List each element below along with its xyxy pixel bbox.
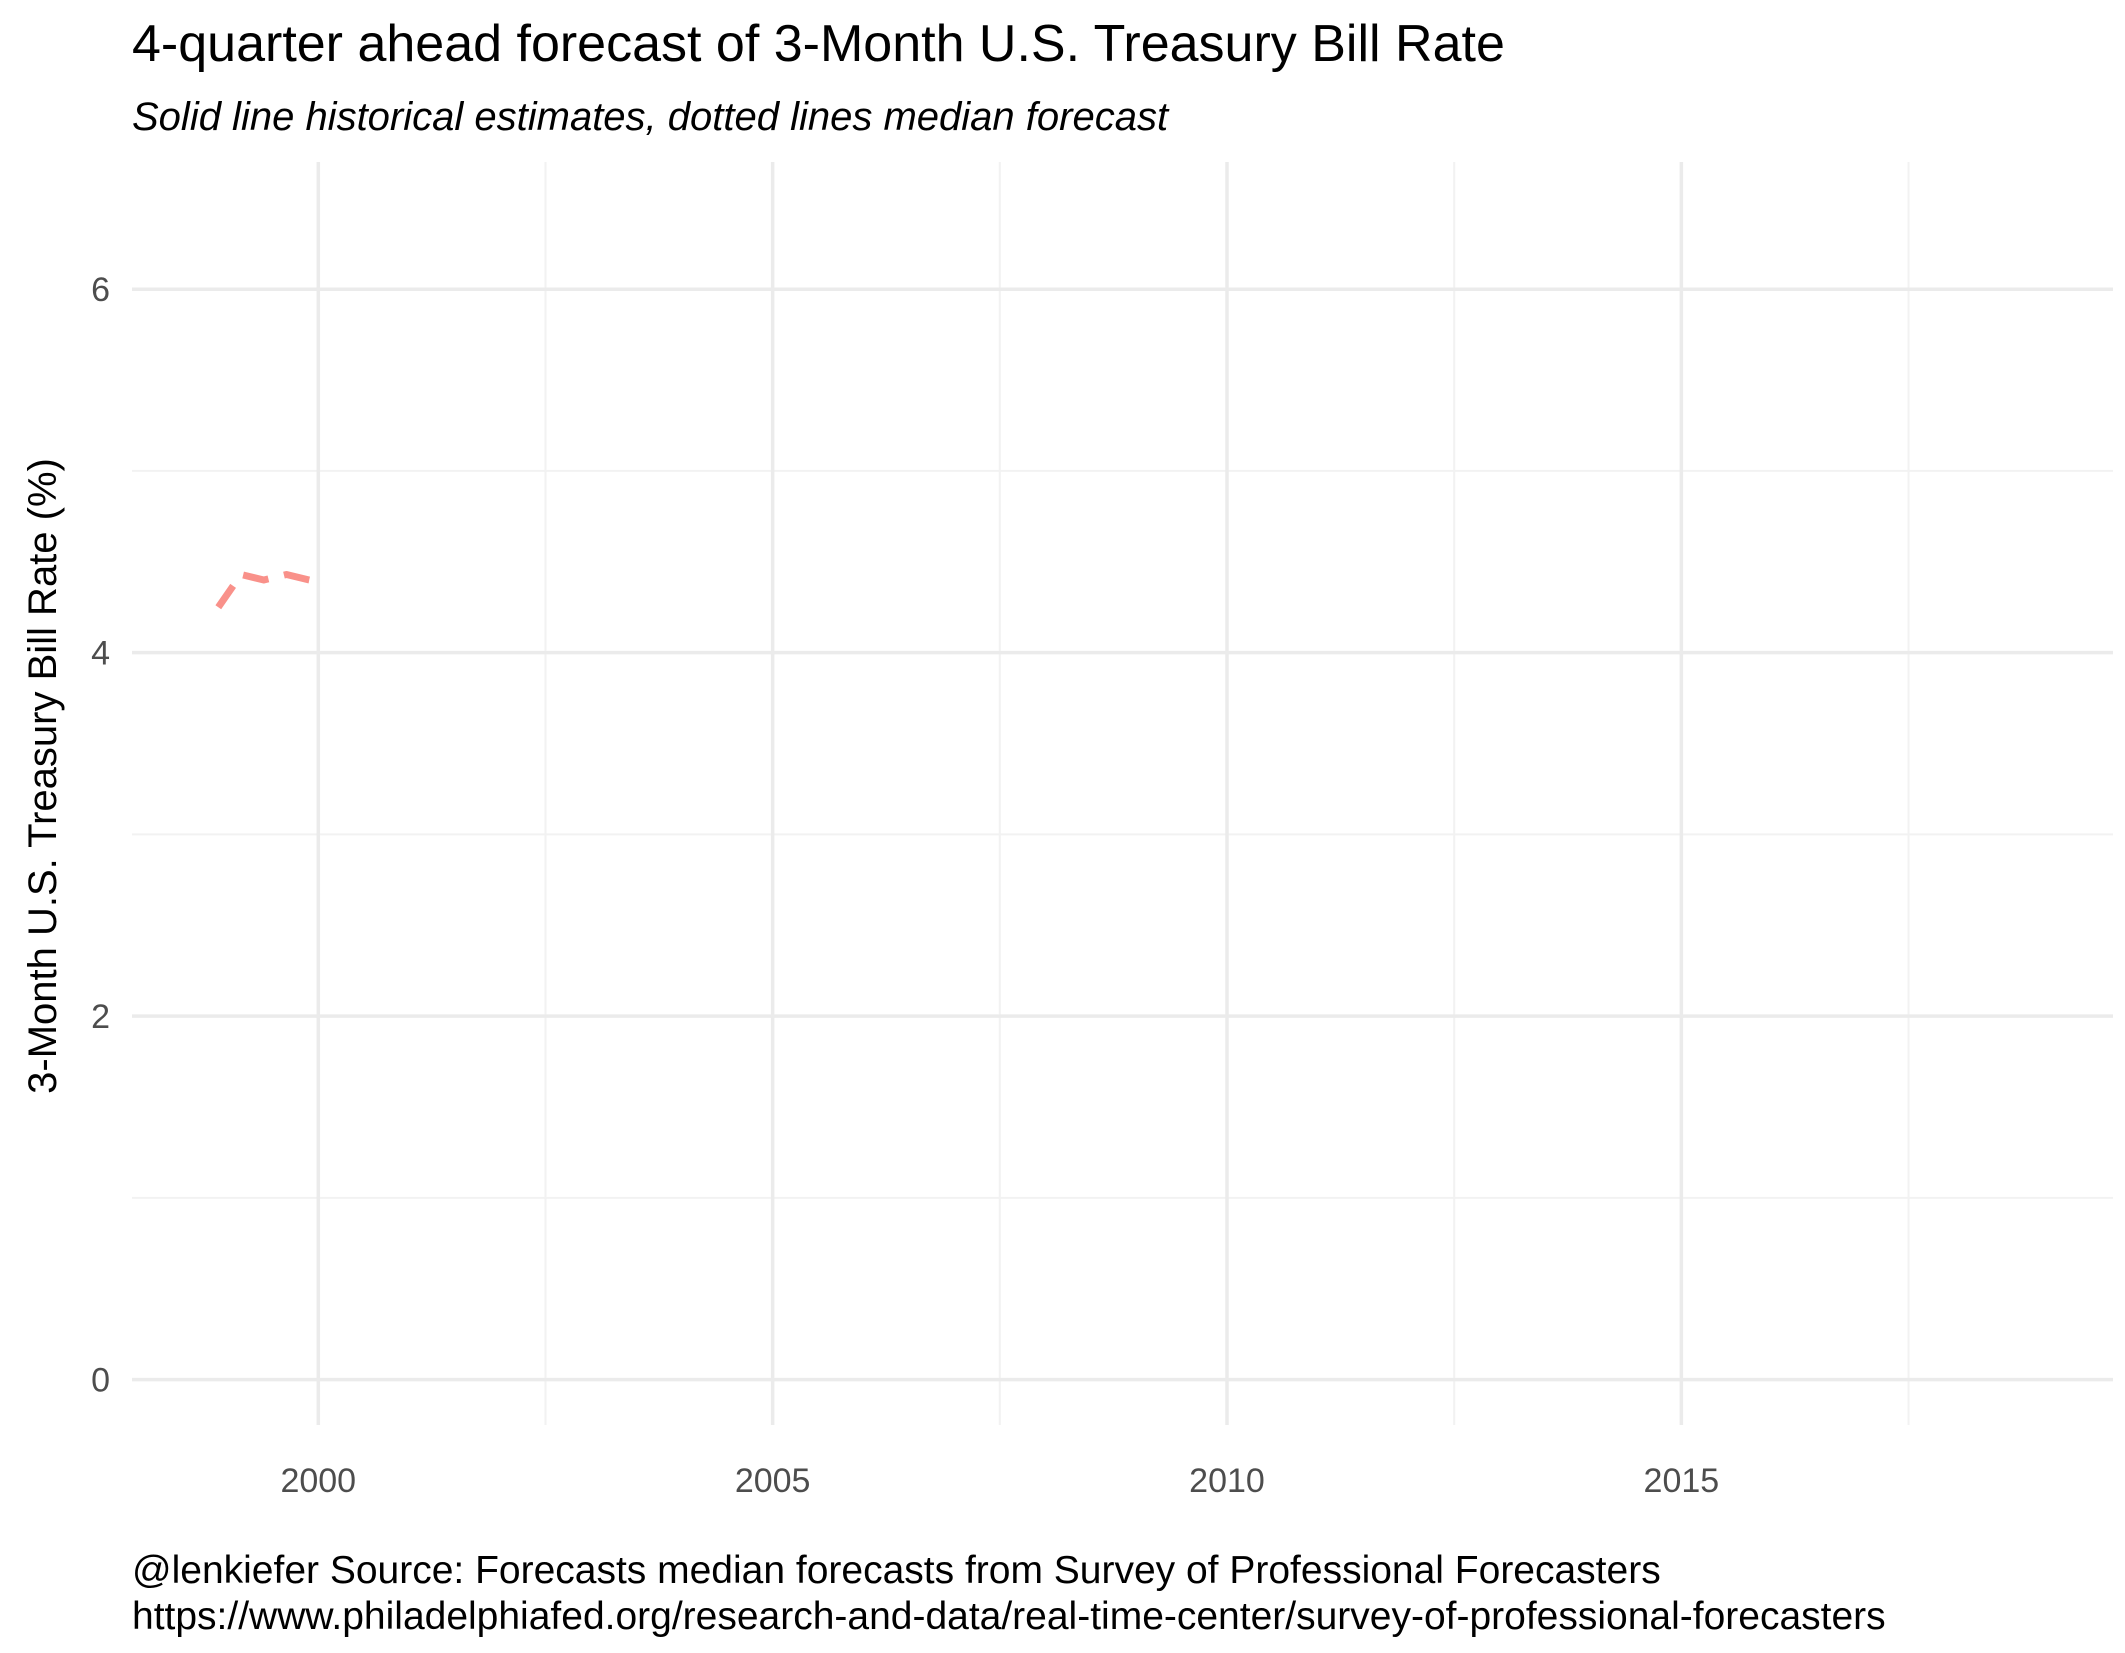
- chart-caption: @lenkiefer Source: Forecasts median fore…: [132, 1548, 1886, 1640]
- series-layer: [215, 571, 319, 610]
- chart-title: 4-quarter ahead forecast of 3-Month U.S.…: [132, 15, 1505, 73]
- major-gridlines: [132, 162, 2113, 1425]
- x-tick-label: 2010: [1189, 1462, 1265, 1500]
- x-tick-label: 2000: [280, 1462, 356, 1500]
- minor-gridlines: [132, 162, 2113, 1425]
- forecast-series-line: [215, 571, 319, 610]
- y-tick-label: 4: [91, 635, 110, 673]
- y-axis-ticks: 0 2 4 6: [91, 271, 110, 1399]
- caption-source: @lenkiefer Source: Forecasts median fore…: [132, 1549, 1661, 1592]
- caption-url: https://www.philadelphiafed.org/research…: [132, 1595, 1886, 1638]
- chart-subtitle: Solid line historical estimates, dotted …: [132, 95, 1169, 139]
- y-tick-label: 2: [91, 998, 110, 1036]
- y-axis-title: 3-Month U.S. Treasury Bill Rate (%): [21, 458, 65, 1094]
- y-tick-label: 0: [91, 1362, 110, 1400]
- x-axis-ticks: 2000 2005 2010 2015: [280, 1462, 1719, 1500]
- y-tick-label: 6: [91, 271, 110, 309]
- x-tick-label: 2015: [1644, 1462, 1720, 1500]
- x-tick-label: 2005: [735, 1462, 811, 1500]
